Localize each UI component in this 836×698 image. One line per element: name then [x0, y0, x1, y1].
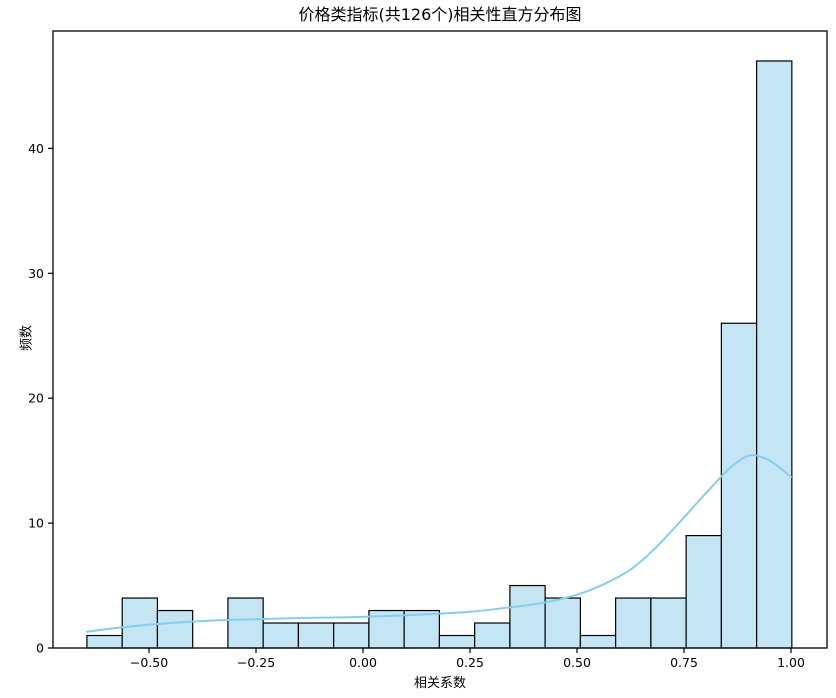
x-tick-label: 0.25 — [456, 655, 484, 670]
x-tick-label: 0.50 — [563, 655, 591, 670]
x-tick-label: −0.25 — [237, 655, 275, 670]
y-axis: 0 10 20 30 40 — [28, 141, 53, 656]
y-tick-label: 40 — [28, 141, 44, 156]
bars-group — [86, 60, 793, 649]
y-tick-label: 0 — [36, 641, 44, 656]
histogram-bar — [474, 622, 511, 649]
histogram-bar — [650, 597, 687, 649]
y-axis-label: 频数 — [19, 324, 35, 352]
x-tick-label: 0.00 — [349, 655, 377, 670]
y-tick-label: 20 — [28, 391, 44, 406]
histogram-bar — [262, 622, 300, 649]
chart-title: 价格类指标(共126个)相关性直方分布图 — [298, 5, 582, 24]
histogram-bar — [615, 597, 652, 649]
histogram-bar — [720, 322, 758, 649]
histogram-bar — [544, 597, 581, 649]
x-axis: −0.50 −0.25 0.00 0.25 0.50 0.75 1.00 — [130, 648, 805, 670]
histogram-bar — [685, 534, 722, 649]
histogram-bar — [297, 622, 335, 649]
y-tick-label: 30 — [28, 266, 44, 281]
x-axis-label: 相关系数 — [413, 676, 466, 691]
kde-curve — [85, 453, 792, 633]
y-tick-label: 10 — [28, 516, 44, 531]
histogram-bar — [156, 609, 194, 649]
histogram-bar — [86, 634, 123, 649]
histogram-bar — [579, 634, 617, 649]
histogram-bar — [121, 597, 159, 649]
histogram-bar — [756, 60, 793, 649]
histogram-bar — [227, 597, 264, 649]
x-tick-label: 1.00 — [777, 655, 805, 670]
histogram-bar — [333, 622, 370, 649]
histogram-bar — [403, 609, 440, 649]
x-tick-label: −0.50 — [130, 655, 168, 670]
histogram-bar — [438, 634, 476, 649]
x-tick-label: 0.75 — [670, 655, 698, 670]
histogram-bar — [509, 584, 546, 649]
plot-border — [52, 30, 828, 649]
